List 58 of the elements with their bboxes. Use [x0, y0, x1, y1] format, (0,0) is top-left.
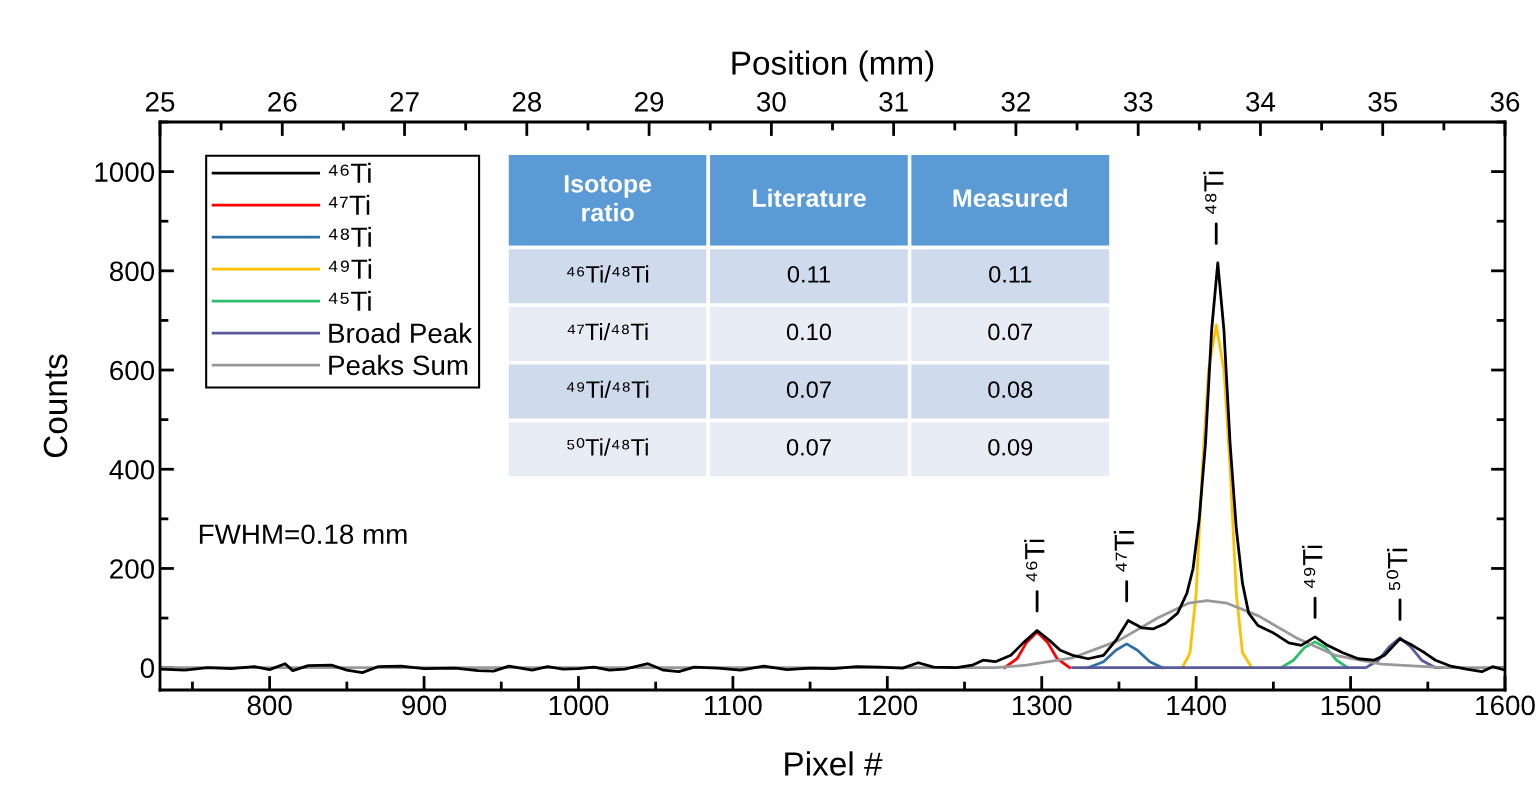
annotation: 0.11	[787, 265, 830, 283]
y-tick-label: 1000	[95, 162, 155, 182]
x-tick-label: 1300	[1012, 695, 1072, 716]
annotation: Measured	[953, 188, 1067, 208]
legend-label: ⁴⁹Ti	[328, 258, 372, 279]
annotation: 0.11	[989, 265, 1032, 283]
annotation: 0.07	[786, 438, 831, 456]
x2-tick-label: 33	[1123, 91, 1153, 112]
annotation: 0.08	[988, 381, 1033, 398]
legend-label: ⁴⁸Ti	[328, 226, 371, 247]
y-tick-label: 0	[140, 658, 155, 679]
legend-label: ⁴⁵Ti	[328, 290, 371, 311]
annotation: ⁴⁷Ti	[1113, 531, 1134, 572]
annotation: ⁴⁹Ti	[1302, 545, 1323, 589]
x-tick-label: 1100	[705, 695, 762, 716]
annotation: ⁴⁶Ti/⁴⁸Ti	[567, 265, 649, 283]
x-tick-label: 1500	[1321, 695, 1381, 716]
x2-tick-label: 28	[512, 91, 542, 112]
x2-tick-label: 32	[1001, 91, 1030, 112]
legend-label: Broad Peak	[329, 322, 473, 344]
x-tick-label: 1000	[549, 695, 609, 716]
x2-tick-label: 29	[635, 91, 664, 112]
x-tick-label: 1600	[1476, 695, 1535, 716]
annotation: ⁴⁷Ti/⁴⁸Ti	[567, 322, 648, 341]
x2-tick-label: 26	[268, 91, 297, 112]
y-axis-title: Counts	[43, 354, 68, 458]
annotation: 0.07	[988, 323, 1033, 341]
annotation: ⁴⁹Ti/⁴⁸Ti	[566, 380, 649, 398]
x2-tick-label: 25	[145, 91, 175, 112]
x2-tick-label: 27	[390, 91, 419, 112]
annotation: FWHM=0.18 mm	[199, 524, 407, 545]
legend-label: ⁴⁶Ti	[328, 162, 371, 183]
x2-tick-label: 31	[879, 91, 908, 112]
x-tick-label: 800	[247, 695, 292, 716]
x-axis-title: Pixel #	[785, 751, 883, 776]
y-tick-label: 200	[110, 559, 155, 579]
x-tick-label: 1400	[1167, 695, 1226, 716]
x2-tick-label: 34	[1246, 91, 1276, 112]
annotation: ⁴⁸Ti	[1203, 171, 1224, 214]
x2-tick-label: 30	[756, 91, 786, 112]
x-tick-label: 900	[402, 695, 447, 716]
y-tick-label: 600	[110, 360, 155, 381]
annotation: Isotope ratio	[564, 175, 652, 222]
x2-tick-label: 35	[1368, 91, 1398, 112]
y-tick-label: 400	[109, 459, 155, 480]
annotation: 0.07	[786, 381, 831, 398]
x2-tick-label: 36	[1490, 91, 1520, 112]
y-tick-label: 800	[110, 261, 155, 282]
x-tick-label: 1200	[858, 695, 918, 716]
annotation: ⁵⁰Ti	[1386, 548, 1408, 591]
legend-label: ⁴⁷Ti	[328, 194, 370, 215]
annotation: ⁴⁶Ti	[1024, 539, 1045, 582]
legend-label: Peaks Sum	[329, 354, 468, 376]
x2-axis-title: Position (mm)	[732, 50, 934, 82]
annotation: ⁵⁰Ti/⁴⁸Ti	[567, 437, 648, 456]
annotation: 0.10	[786, 323, 832, 341]
annotation: 0.09	[988, 438, 1033, 456]
annotation: Literature	[752, 188, 866, 208]
